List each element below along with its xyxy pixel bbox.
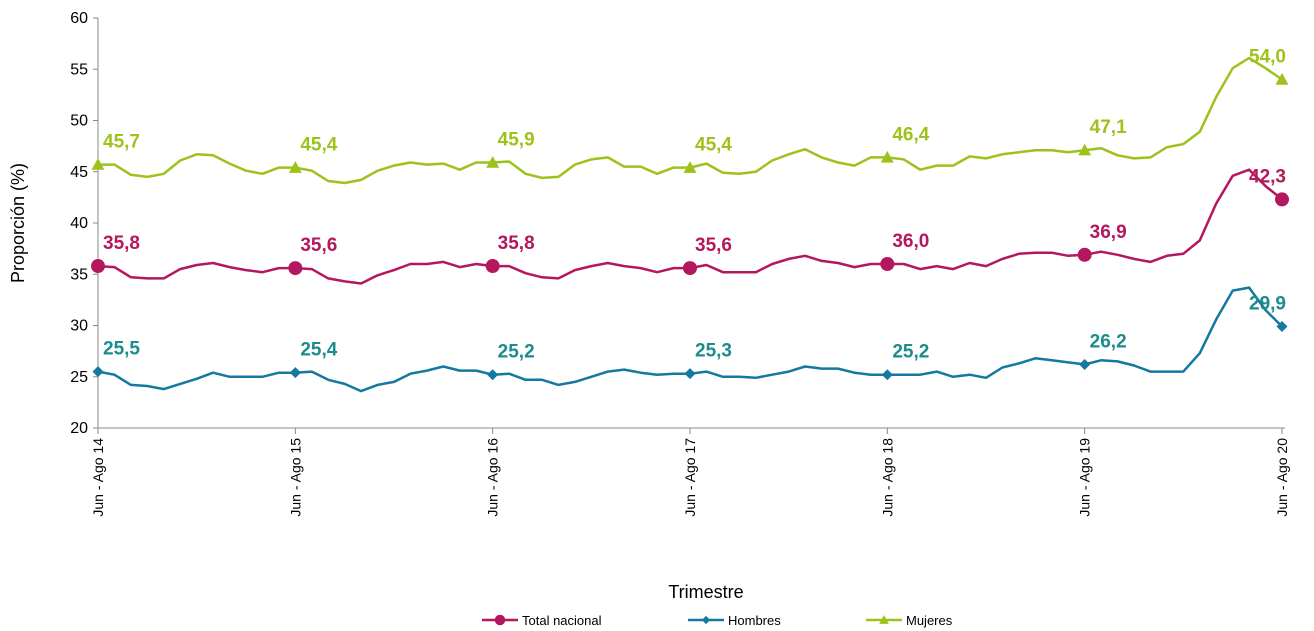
data-point-total-nacional [1077,247,1092,262]
data-label-total-nacional: 35,6 [695,235,732,256]
y-tick-label: 40 [70,215,88,232]
data-label-hombres: 25,3 [695,341,732,362]
legend-marker-total-nacional [494,614,506,626]
legend-label-hombres: Hombres [728,613,781,628]
y-tick-label: 20 [70,420,88,437]
data-label-hombres: 25,2 [498,342,535,363]
x-ticks: Jun - Ago 14 Jun - Ago 15 Jun - Ago 16 Jun … [90,428,1290,517]
y-tick-label: 25 [70,369,88,386]
data-point-total-nacional [880,257,895,271]
data-point-hombres [1276,321,1288,333]
data-label-hombres: 25,4 [300,340,337,361]
y-tick-label: 55 [70,61,88,78]
data-label-hombres: 29,9 [1249,294,1286,315]
y-axis-title: Proporción (%) [8,163,28,283]
data-point-total-nacional [485,259,500,274]
y-tick-label: 60 [70,10,88,27]
data-point-hombres [289,367,301,379]
data-point-total-nacional [683,261,697,276]
series-layer [91,56,1289,393]
data-label-mujeres: 54,0 [1249,47,1286,68]
data-label-total-nacional: 35,6 [300,235,337,256]
data-label-mujeres: 47,1 [1090,117,1127,138]
data-label-total-nacional: 36,9 [1090,222,1127,243]
data-label-mujeres: 45,9 [498,130,535,151]
data-label-hombres: 26,2 [1090,331,1127,352]
x-tick-label: Jun - Ago 20 [1274,438,1290,517]
data-label-total-nacional: 36,0 [892,231,929,252]
data-point-hombres [684,368,696,380]
data-label-hombres: 25,2 [892,342,929,363]
x-tick-label: Jun - Ago 17 [682,438,698,517]
legend-marker-hombres [701,615,711,625]
y-tick-label: 50 [70,113,88,130]
data-point-mujeres [683,161,697,173]
x-tick-label: Jun - Ago 16 [485,438,501,517]
data-point-total-nacional [288,261,303,276]
data-point-hombres [1079,358,1091,370]
x-tick-label: Jun - Ago 15 [287,438,303,517]
data-label-mujeres: 45,7 [103,132,140,153]
y-tick-label: 30 [70,318,88,335]
y-tick-label: 35 [70,266,88,283]
legend-label-mujeres: Mujeres [906,613,953,628]
legend-marker-mujeres [879,615,889,624]
x-axis-title: Trimestre [668,582,743,602]
data-label-total-nacional: 35,8 [103,233,140,254]
data-point-mujeres [288,161,302,173]
x-tick-label: Jun - Ago 19 [1077,438,1093,517]
legend: Total nacional Hombres Mujeres [482,613,953,628]
data-point-mujeres [486,156,500,168]
data-label-total-nacional: 35,8 [498,233,535,254]
x-tick-label: Jun - Ago 14 [90,438,106,517]
data-point-mujeres [1275,73,1289,85]
data-point-mujeres [880,150,894,163]
y-tick-label: 45 [70,164,88,181]
legend-label-total-nacional: Total nacional [522,613,602,628]
data-label-mujeres: 46,4 [892,124,929,145]
data-label-total-nacional: 42,3 [1249,166,1286,187]
data-point-hombres [881,369,893,381]
x-tick-label: Jun - Ago 18 [879,438,895,517]
data-point-hombres [92,366,104,378]
data-label-mujeres: 45,4 [300,135,337,156]
data-labels: 35,8 35,6 35,8 35,6 36,0 36,9 42,3 25,5 25,4 25,2… [103,47,1286,363]
data-label-mujeres: 45,4 [695,135,732,156]
data-point-total-nacional [91,259,105,274]
data-label-hombres: 25,5 [103,339,140,360]
data-point-mujeres [91,158,105,170]
y-ticks: 20 25 30 35 40 45 50 55 60 [70,10,98,437]
data-point-hombres [487,369,499,381]
data-point-total-nacional [1275,192,1289,207]
data-point-mujeres [1078,143,1092,156]
